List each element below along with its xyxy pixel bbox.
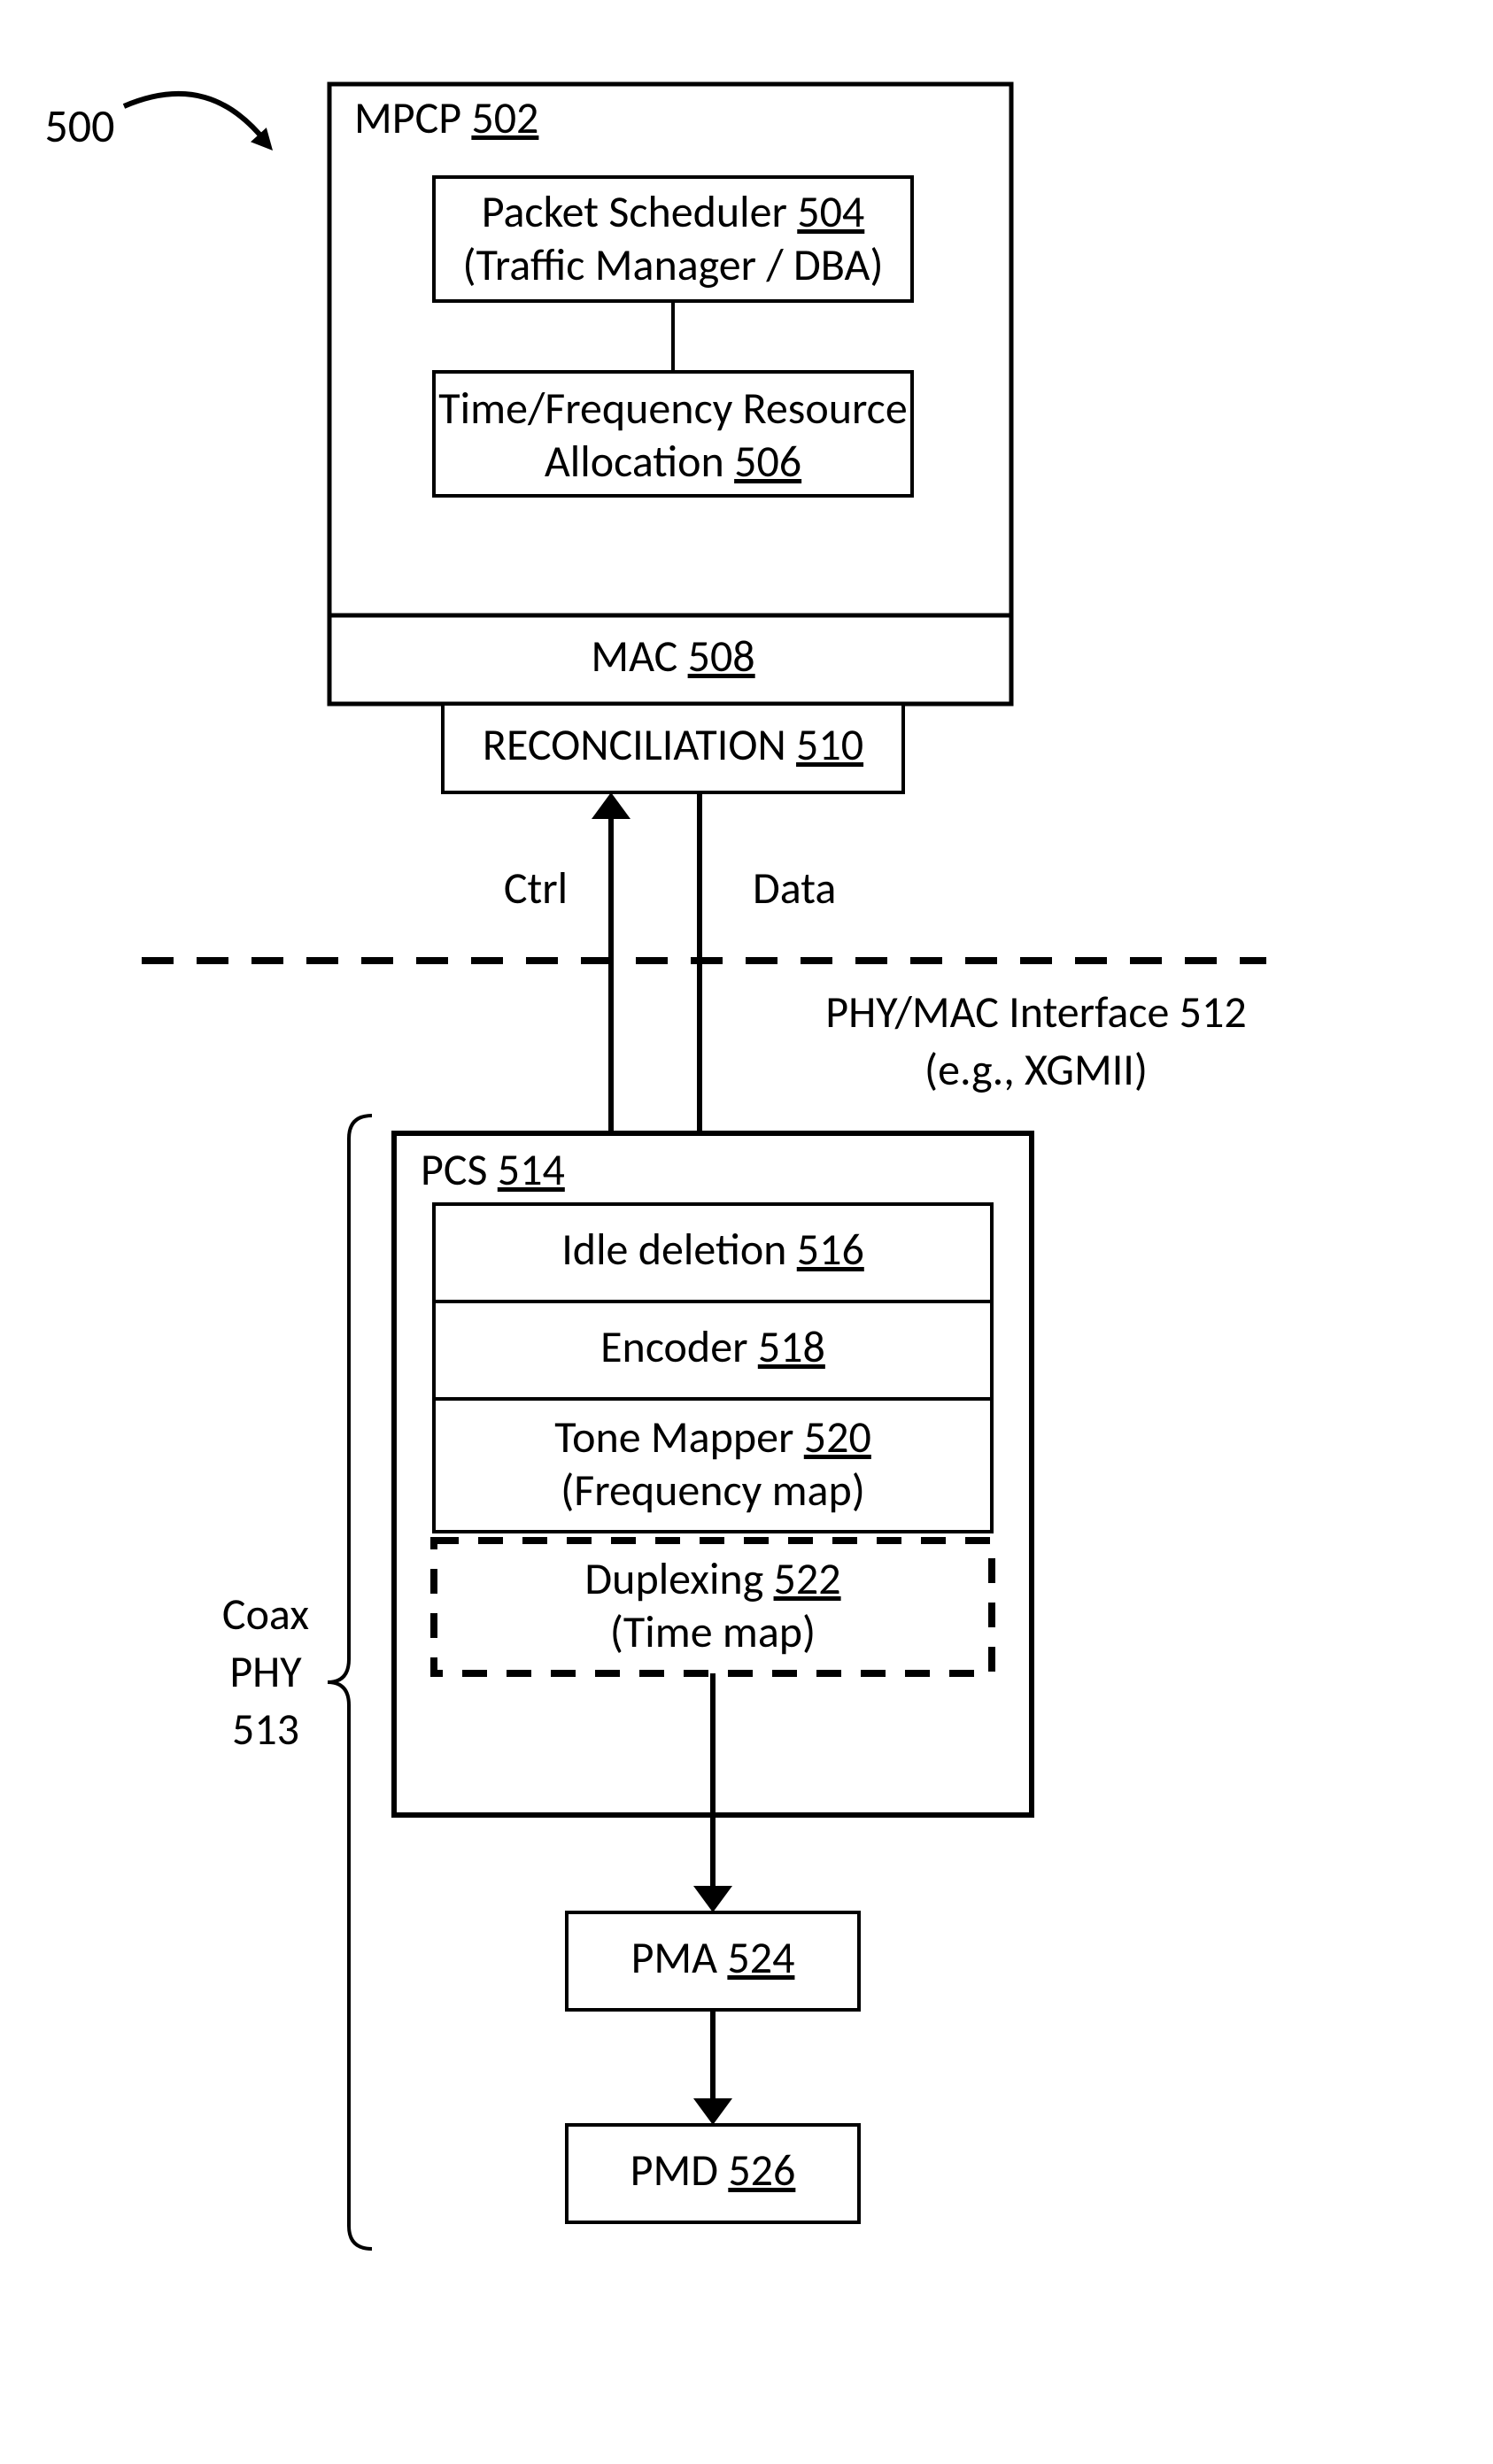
coax-phy-label-2: PHY <box>229 1645 302 1699</box>
reconciliation-label: RECONCILIATION 510 <box>483 718 863 772</box>
mpcp-box <box>329 84 1011 615</box>
mac-label: MAC 508 <box>591 630 754 684</box>
pmd-label: PMD 526 <box>630 2143 796 2198</box>
encoder-label: Encoder 518 <box>600 1320 825 1374</box>
data-label: Data <box>753 861 836 915</box>
packet-scheduler-title: Packet Scheduler 504 <box>482 185 865 239</box>
mpcp-label: MPCP 502 <box>354 91 538 145</box>
duplexing-line2: (Time map) <box>610 1605 816 1659</box>
phy-mac-interface-label1: PHY/MAC Interface 512 <box>825 985 1246 1039</box>
tone-mapper-line2: (Frequency map) <box>561 1464 865 1518</box>
figure-reference-arrow <box>124 94 266 142</box>
phy-mac-interface-label2: (e.g., XGMII) <box>924 1043 1148 1097</box>
figure-reference: 500 <box>44 97 114 154</box>
coax-phy-label-1: Coax <box>222 1587 310 1641</box>
time-freq-allocation-line1: Time/Frequency Resource <box>438 382 907 436</box>
duplexing-line1: Duplexing 522 <box>584 1552 840 1606</box>
idle-deletion-label: Idle deletion 516 <box>561 1223 864 1277</box>
packet-scheduler-subtitle: (Traffic Manager / DBA) <box>462 238 883 292</box>
pma-label: PMA 524 <box>631 1931 795 1985</box>
coax-phy-label-3: 513 <box>232 1703 299 1757</box>
time-freq-allocation-line2: Allocation 506 <box>545 435 801 489</box>
pcs-label: PCS 514 <box>421 1143 565 1197</box>
tone-mapper-line1: Tone Mapper 520 <box>554 1410 871 1464</box>
ctrl-label: Ctrl <box>504 861 568 915</box>
